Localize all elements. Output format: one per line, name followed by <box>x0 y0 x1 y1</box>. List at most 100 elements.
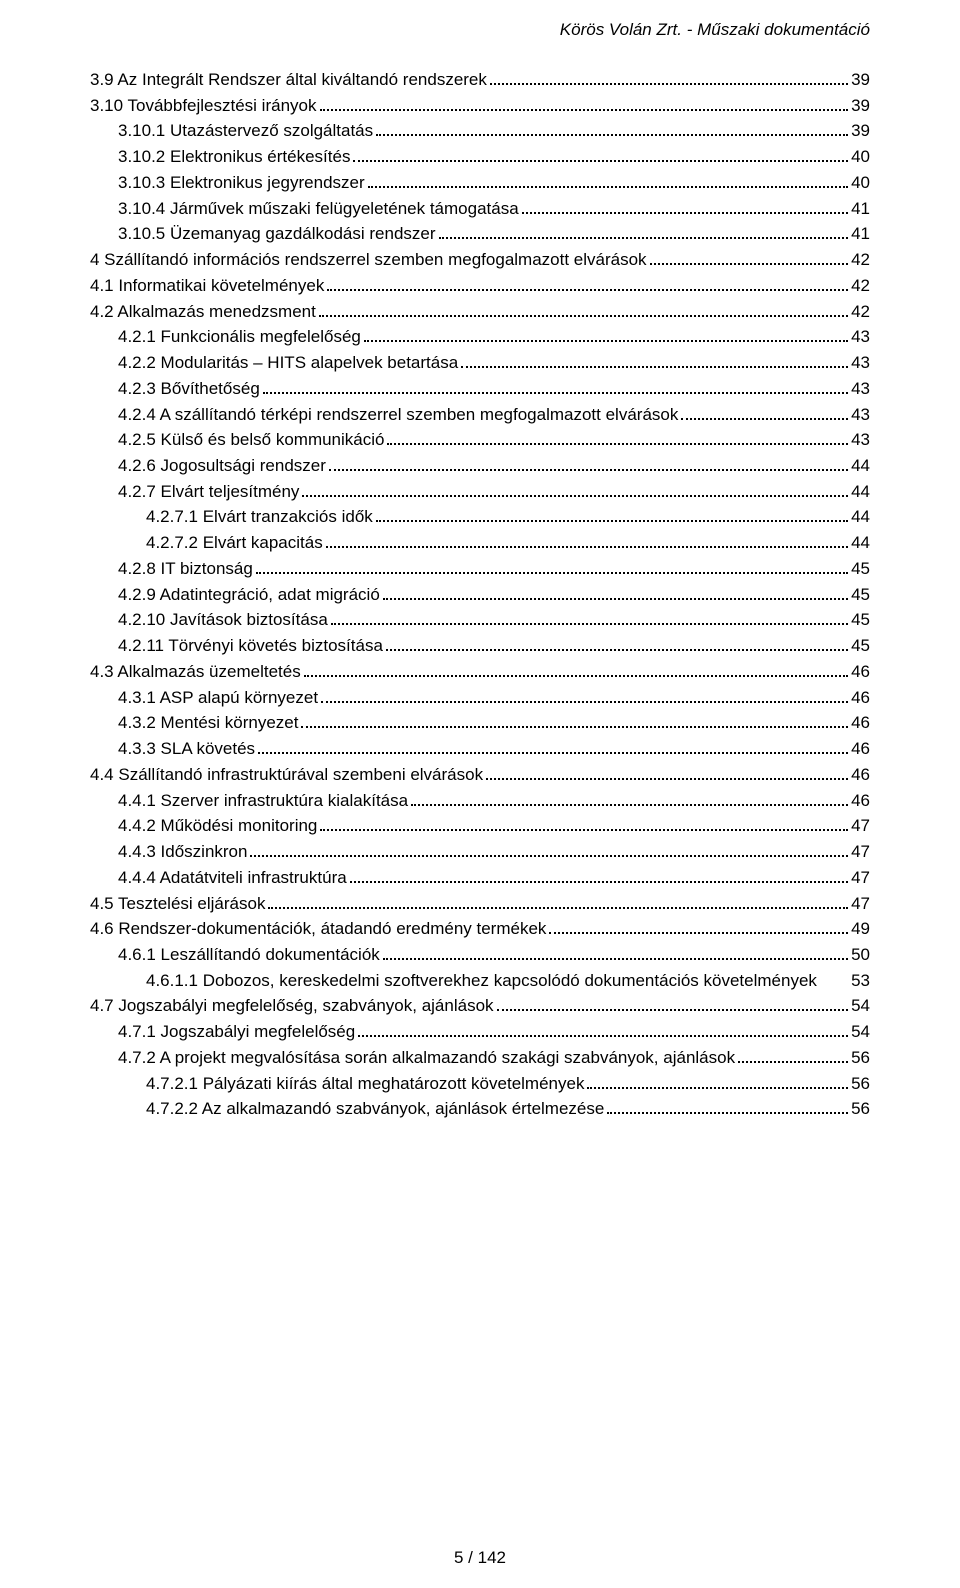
toc-entry-title: 4.3.1 ASP alapú környezet <box>118 688 318 708</box>
toc-entry-page: 47 <box>851 894 870 914</box>
toc-entry: 3.10.1 Utazástervező szolgáltatás39 <box>90 121 870 141</box>
toc-leader-dots <box>376 134 848 136</box>
toc-leader-dots <box>320 829 848 831</box>
toc-leader-dots <box>486 778 848 780</box>
toc-entry: 4 Szállítandó információs rendszerrel sz… <box>90 250 870 270</box>
toc-leader-dots <box>587 1087 848 1089</box>
toc-entry-title: 4.5 Tesztelési eljárások <box>90 894 265 914</box>
toc-entry-title: 4.4.3 Időszinkron <box>118 842 247 862</box>
toc-entry-page: 56 <box>851 1099 870 1119</box>
toc-entry: 3.10.5 Üzemanyag gazdálkodási rendszer41 <box>90 224 870 244</box>
toc-entry-page: 54 <box>851 996 870 1016</box>
toc-leader-dots <box>376 520 848 522</box>
toc-entry-title: 4.2.7 Elvárt teljesítmény <box>118 482 299 502</box>
toc-entry-page: 56 <box>851 1048 870 1068</box>
toc-entry: 3.10.2 Elektronikus értékesítés40 <box>90 147 870 167</box>
toc-entry: 4.7.2.2 Az alkalmazandó szabványok, aján… <box>90 1099 870 1119</box>
toc-leader-dots <box>304 675 848 677</box>
toc-entry-page: 40 <box>851 147 870 167</box>
toc-entry: 4.2.3 Bővíthetőség43 <box>90 379 870 399</box>
header-text: Körös Volán Zrt. - Műszaki dokumentáció <box>560 20 870 39</box>
toc-leader-dots <box>383 958 848 960</box>
toc-entry: 4.4.4 Adatátviteli infrastruktúra 47 <box>90 868 870 888</box>
toc-entry-page: 44 <box>851 507 870 527</box>
toc-entry-page: 50 <box>851 945 870 965</box>
toc-leader-dots <box>738 1061 848 1063</box>
toc-entry-page: 41 <box>851 199 870 219</box>
toc-entry-title: 4.7.2.2 Az alkalmazandó szabványok, aján… <box>146 1099 604 1119</box>
toc-entry: 4.7.2 A projekt megvalósítása során alka… <box>90 1048 870 1068</box>
toc-entry-page: 43 <box>851 327 870 347</box>
toc-entry-page: 49 <box>851 919 870 939</box>
toc-entry-title: 4.2.9 Adatintegráció, adat migráció <box>118 585 380 605</box>
toc-leader-dots <box>321 701 848 703</box>
toc-entry-title: 4.6.1.1 Dobozos, kereskedelmi szoftverek… <box>146 971 817 991</box>
toc-leader-dots <box>386 649 848 651</box>
toc-entry-page: 39 <box>851 96 870 116</box>
toc-entry: 4.4.1 Szerver infrastruktúra kialakítása… <box>90 791 870 811</box>
toc-entry-page: 45 <box>851 585 870 605</box>
toc-entry-title: 4.2.1 Funkcionális megfelelőség <box>118 327 361 347</box>
toc-entry-page: 43 <box>851 353 870 373</box>
toc-leader-dots <box>319 315 848 317</box>
toc-entry-title: 4.2.3 Bővíthetőség <box>118 379 260 399</box>
toc-leader-dots <box>350 881 848 883</box>
toc-leader-dots <box>681 418 848 420</box>
toc-leader-dots <box>326 546 848 548</box>
toc-entry-title: 4.6.1 Leszállítandó dokumentációk <box>118 945 380 965</box>
toc-leader-dots <box>301 726 848 728</box>
toc-entry: 4.2.9 Adatintegráció, adat migráció 45 <box>90 585 870 605</box>
toc-entry: 4.7.2.1 Pályázati kiírás által meghatáro… <box>90 1074 870 1094</box>
toc-entry: 4.2.1 Funkcionális megfelelőség 43 <box>90 327 870 347</box>
toc-entry-title: 4 Szállítandó információs rendszerrel sz… <box>90 250 647 270</box>
toc-entry: 4.2.10 Javítások biztosítása45 <box>90 610 870 630</box>
toc-entry: 4.5 Tesztelési eljárások 47 <box>90 894 870 914</box>
toc-leader-dots <box>522 212 848 214</box>
toc-leader-dots <box>364 340 848 342</box>
toc-entry-page: 47 <box>851 842 870 862</box>
toc-leader-dots <box>358 1035 848 1037</box>
toc-entry-page: 40 <box>851 173 870 193</box>
toc-leader-dots <box>497 1009 849 1011</box>
toc-entry: 3.10 Továbbfejlesztési irányok39 <box>90 96 870 116</box>
toc-entry: 4.7 Jogszabályi megfelelőség, szabványok… <box>90 996 870 1016</box>
toc-entry-title: 4.2 Alkalmazás menedzsment <box>90 302 316 322</box>
toc-entry-title: 4.6 Rendszer-dokumentációk, átadandó ere… <box>90 919 546 939</box>
toc-leader-dots <box>327 289 848 291</box>
table-of-contents: 3.9 Az Integrált Rendszer által kiváltan… <box>90 70 870 1119</box>
toc-entry-page: 44 <box>851 533 870 553</box>
toc-entry-page: 44 <box>851 456 870 476</box>
toc-entry-title: 4.2.11 Törvényi követés biztosítása <box>118 636 383 656</box>
toc-entry-page: 45 <box>851 636 870 656</box>
toc-leader-dots <box>650 263 849 265</box>
toc-leader-dots <box>268 907 848 909</box>
toc-entry: 4.2.4 A szállítandó térképi rendszerrel … <box>90 405 870 425</box>
toc-entry-page: 45 <box>851 559 870 579</box>
toc-entry-title: 4.4.4 Adatátviteli infrastruktúra <box>118 868 347 888</box>
toc-leader-dots <box>383 598 848 600</box>
toc-entry-title: 3.9 Az Integrált Rendszer által kiváltan… <box>90 70 487 90</box>
toc-entry: 4.2.11 Törvényi követés biztosítása 45 <box>90 636 870 656</box>
toc-entry: 3.10.4 Járművek műszaki felügyeletének t… <box>90 199 870 219</box>
toc-entry-page: 42 <box>851 302 870 322</box>
toc-entry-page: 46 <box>851 791 870 811</box>
toc-leader-dots <box>368 186 848 188</box>
toc-entry-title: 3.10.4 Járművek műszaki felügyeletének t… <box>118 199 519 219</box>
toc-leader-dots <box>302 495 848 497</box>
toc-entry: 4.4 Szállítandó infrastruktúrával szembe… <box>90 765 870 785</box>
toc-entry-title: 4.2.7.2 Elvárt kapacitás <box>146 533 323 553</box>
page-footer: 5 / 142 <box>0 1548 960 1568</box>
toc-entry-title: 4.2.8 IT biztonság <box>118 559 253 579</box>
toc-entry-page: 46 <box>851 688 870 708</box>
toc-entry-page: 47 <box>851 868 870 888</box>
toc-leader-dots <box>549 932 848 934</box>
toc-entry-page: 42 <box>851 250 870 270</box>
toc-entry-title: 4.3.3 SLA követés <box>118 739 255 759</box>
document-page: Körös Volán Zrt. - Műszaki dokumentáció … <box>0 0 960 1588</box>
toc-entry-title: 4.2.10 Javítások biztosítása <box>118 610 328 630</box>
toc-leader-dots <box>263 392 848 394</box>
toc-entry-page: 39 <box>851 70 870 90</box>
toc-leader-dots <box>387 443 848 445</box>
toc-entry: 4.3.2 Mentési környezet46 <box>90 713 870 733</box>
toc-entry: 4.6 Rendszer-dokumentációk, átadandó ere… <box>90 919 870 939</box>
